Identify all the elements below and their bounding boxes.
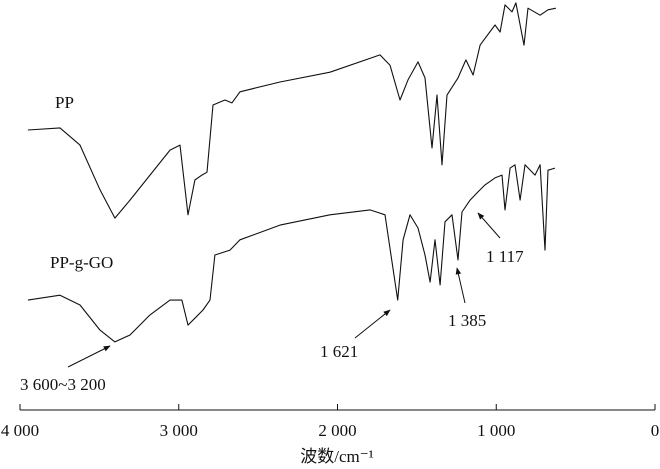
x-axis-label: 波数/cm⁻¹ <box>300 447 374 466</box>
annotation: 1 621 <box>320 342 358 361</box>
x-tick-label: 0 <box>651 421 660 440</box>
spectrum-line <box>27 2 557 219</box>
series-label: PP <box>55 93 74 112</box>
x-tick-label: 3 000 <box>160 421 198 440</box>
annotation: 1 117 <box>486 247 524 266</box>
x-tick-label: 1 000 <box>477 421 515 440</box>
x-tick-label: 2 000 <box>318 421 356 440</box>
annotation: 1 385 <box>448 311 486 330</box>
spectrum-line <box>27 164 556 343</box>
series-label: PP-g-GO <box>50 253 113 272</box>
annotation: 3 600~3 200 <box>20 375 106 394</box>
arrows <box>67 212 501 368</box>
x-tick-label: 4 000 <box>1 421 39 440</box>
